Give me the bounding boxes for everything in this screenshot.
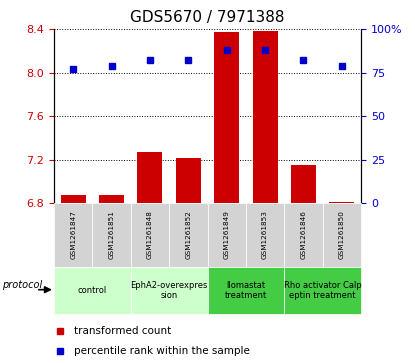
Text: transformed count: transformed count (74, 326, 171, 336)
Bar (99, 195, 124, 203)
Text: GSM1261846: GSM1261846 (300, 211, 306, 260)
Text: GSM1261852: GSM1261852 (186, 211, 191, 260)
Bar (137, 152, 162, 203)
Text: GSM1261848: GSM1261848 (147, 211, 153, 260)
Text: GSM1261850: GSM1261850 (339, 211, 345, 260)
Text: GSM1261851: GSM1261851 (109, 211, 115, 260)
Text: llomastat
treatment: llomastat treatment (225, 281, 267, 300)
Bar (253, 31, 278, 203)
Bar (330, 202, 354, 203)
Text: control: control (78, 286, 107, 295)
Bar (291, 165, 316, 203)
Text: GSM1261853: GSM1261853 (262, 211, 268, 260)
Bar (214, 32, 239, 203)
Text: Rho activator Calp
eptin treatment: Rho activator Calp eptin treatment (284, 281, 361, 300)
Bar (61, 195, 85, 203)
Text: GSM1261849: GSM1261849 (224, 211, 229, 260)
Text: EphA2-overexpres
sion: EphA2-overexpres sion (130, 281, 208, 300)
Title: GDS5670 / 7971388: GDS5670 / 7971388 (130, 10, 285, 25)
Text: GSM1261847: GSM1261847 (70, 211, 76, 260)
Bar (176, 158, 201, 203)
Text: protocol: protocol (2, 280, 42, 290)
Text: percentile rank within the sample: percentile rank within the sample (74, 346, 250, 356)
